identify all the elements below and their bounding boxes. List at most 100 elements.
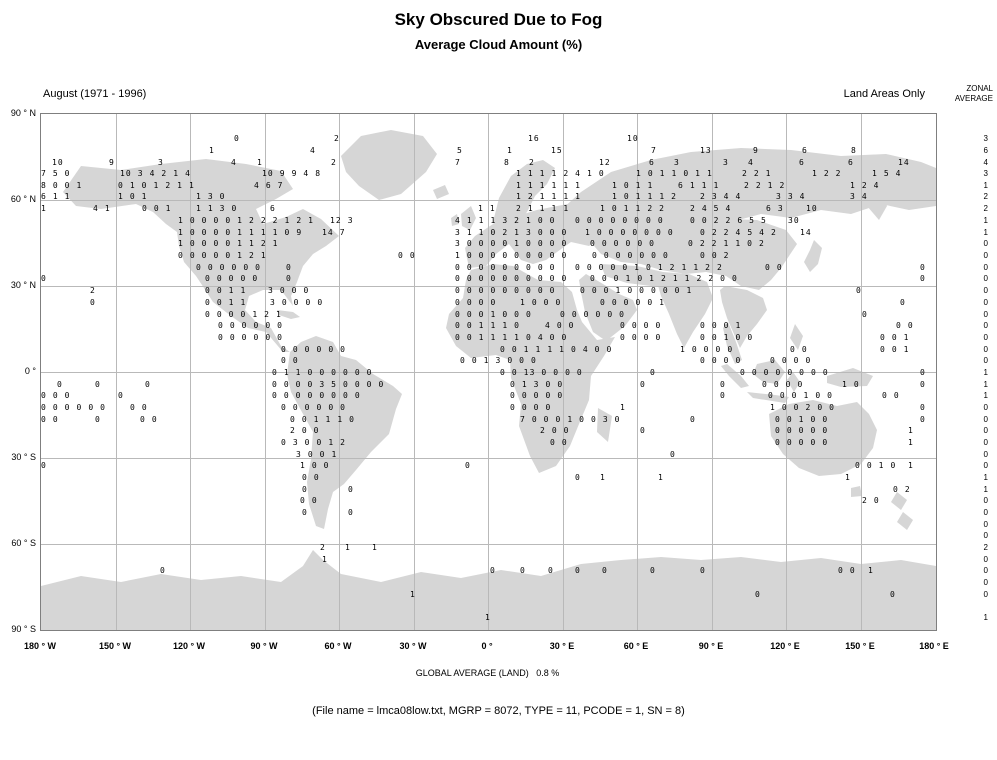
zonal-average-value: 0: [983, 356, 988, 365]
grid-value: 0 0 0 0 0 0: [281, 345, 347, 354]
grid-value: 0 0 0 1 0 0 0 0 0 1: [580, 286, 693, 295]
lon-tick-label: 0 °: [481, 641, 493, 651]
grid-value: 1: [372, 543, 378, 552]
gridline-horizontal: [41, 372, 936, 373]
grid-value: 9: [753, 146, 759, 155]
lon-tick-label: 30 ° W: [399, 641, 427, 651]
lat-tick-label: 0 °: [24, 366, 36, 376]
grid-value: 0 0 0 1 0 1 2 1 1 2 2 0 0: [590, 274, 738, 283]
grid-value: 2 4 5 4: [690, 204, 732, 213]
grid-value: 0 0: [790, 345, 808, 354]
landmass-siberia: [561, 148, 936, 224]
grid-value: 0: [670, 450, 676, 459]
grid-value: 0: [890, 590, 896, 599]
grid-value: 0 0 0 0: [620, 333, 662, 342]
grid-value: 0 0 0 0 0 1: [600, 298, 666, 307]
grid-value: 1 3 0: [196, 192, 226, 201]
grid-value: 1: [410, 590, 416, 599]
zonal-average-value: 1: [983, 391, 988, 400]
grid-value: 3 4: [850, 192, 868, 201]
lat-tick-label: 30 ° S: [11, 452, 36, 462]
grid-value: 12 3: [330, 216, 354, 225]
zonal-average-value: 0: [983, 274, 988, 283]
grid-value: 0: [920, 415, 926, 424]
grid-value: 0: [920, 403, 926, 412]
lat-tick-label: 90 ° S: [11, 624, 36, 634]
grid-value: 0: [348, 485, 354, 494]
grid-value: 1 2 1 1 1 1: [516, 192, 582, 201]
grid-value: 1 0: [842, 380, 860, 389]
grid-value: 1: [322, 555, 328, 564]
grid-value: 0 0 1 1 1 0: [455, 321, 521, 330]
grid-value: 13: [700, 146, 712, 155]
coverage-label: Land Areas Only: [843, 88, 925, 100]
grid-value: 0 0 0 0 0 1 2 1: [178, 251, 267, 260]
zonal-average-value: 1: [983, 228, 988, 237]
grid-value: 1: [507, 146, 513, 155]
grid-value: 0 0 0 0 1 2 1: [205, 310, 282, 319]
grid-value: 0: [465, 461, 471, 470]
lon-tick-label: 150 ° E: [845, 641, 875, 651]
grid-value: 0 2 2 4 5 4 2: [700, 228, 777, 237]
gridline-horizontal: [41, 458, 936, 459]
zonal-average-value: 0: [983, 531, 988, 540]
grid-value: 1 0 0: [300, 461, 330, 470]
landmass-india: [657, 272, 713, 348]
landmass-british-isles: [461, 206, 476, 230]
plot-area: [40, 113, 937, 631]
grid-value: 3 0 0 1: [296, 450, 338, 459]
grid-value: 7: [651, 146, 657, 155]
landmass-scandinavia: [493, 160, 555, 228]
grid-value: 16: [528, 134, 540, 143]
zonal-average-value: 0: [983, 286, 988, 295]
lon-tick-label: 180 ° E: [919, 641, 949, 651]
grid-value: 0: [286, 274, 292, 283]
grid-value: 1: [845, 473, 851, 482]
grid-value: 5: [457, 146, 463, 155]
grid-value: 10: [627, 134, 639, 143]
grid-value: 0 0 0 0 0 0 0 0: [575, 216, 664, 225]
grid-value: 0 1 0 1 2 1 1: [118, 181, 195, 190]
grid-value: 0: [90, 298, 96, 307]
grid-value: 0: [602, 566, 608, 575]
grid-value: 0 0 0 1 0 0 0: [455, 310, 532, 319]
grid-value: 3: [723, 158, 729, 167]
grid-value: 0 0 0 0 0 0: [281, 403, 347, 412]
grid-value: 2: [90, 286, 96, 295]
zonal-average-value: 0: [983, 263, 988, 272]
grid-value: 1 0 1 1: [612, 181, 654, 190]
zonal-average-value: 1: [983, 368, 988, 377]
grid-value: 1 0 0 0 0 0 0 0: [585, 228, 674, 237]
grid-value: 6 1 1 1: [678, 181, 720, 190]
grid-value: 1: [658, 473, 664, 482]
grid-value: 0 2: [893, 485, 911, 494]
zonal-average-value: 0: [983, 403, 988, 412]
grid-value: 2 3 4 4: [700, 192, 742, 201]
grid-value: 1 0 0 0: [520, 298, 562, 307]
grid-value: 6 1 1: [41, 192, 71, 201]
grid-value: 2: [320, 543, 326, 552]
landmass-madagascar: [597, 408, 612, 442]
zonal-average-value: 0: [983, 555, 988, 564]
grid-value: 0 0 0 0: [762, 380, 804, 389]
grid-value: 0 0: [882, 391, 900, 400]
zonal-average-value: 0: [983, 321, 988, 330]
grid-value: 0 0 1 1: [205, 286, 247, 295]
zonal-average-value: 1: [983, 216, 988, 225]
grid-value: 7 0 0 0 1 0 0 3 0: [520, 415, 621, 424]
gridline-horizontal: [41, 544, 936, 545]
grid-value: 0: [348, 508, 354, 517]
grid-value: 0 0 1: [880, 333, 910, 342]
grid-value: 1: [868, 566, 874, 575]
zonal-average-value: 3: [983, 169, 988, 178]
lon-tick-label: 30 ° E: [549, 641, 575, 651]
grid-value: 0: [95, 415, 101, 424]
grid-value: 2: [529, 158, 535, 167]
grid-value: 0: [720, 391, 726, 400]
zonal-average-value: 0: [983, 239, 988, 248]
zonal-average-value: 0: [983, 450, 988, 459]
grid-value: 0 0 0 0 0 0 0 0 0: [455, 286, 556, 295]
grid-value: 1: [257, 158, 263, 167]
grid-value: 0: [234, 134, 240, 143]
